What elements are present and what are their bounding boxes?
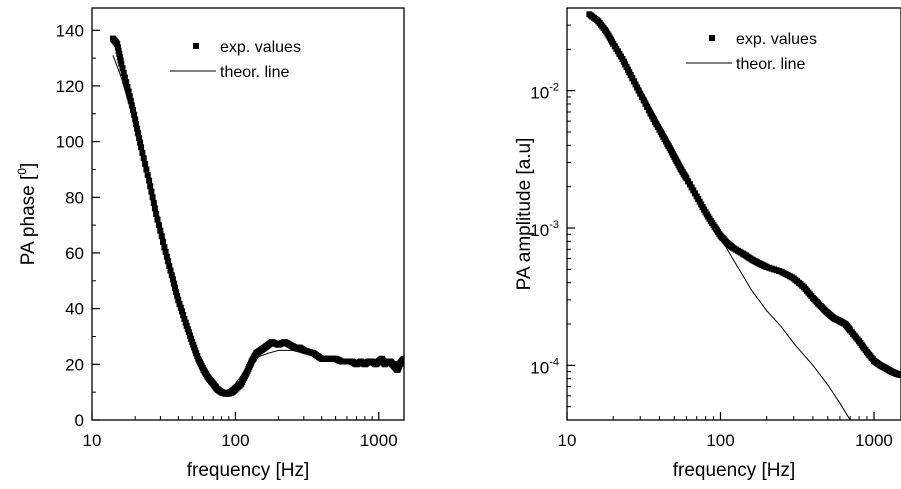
phase-y-axis-label-close: ] (18, 163, 39, 168)
phase-legend-marker-exp (193, 43, 199, 49)
phase-y-tick-label: 140 (56, 21, 84, 40)
amplitude-tick-marks (567, 8, 874, 420)
phase-exp-points (110, 36, 407, 397)
amplitude-x-axis-label: frequency [Hz] (673, 460, 796, 481)
phase-legend-label-exp: exp. values (220, 39, 301, 56)
phase-x-tick-label: 10 (83, 431, 102, 450)
phase-y-axis-label: PA phase [0] (15, 163, 39, 265)
amplitude-legend: exp. values theor. line (686, 31, 817, 73)
phase-x-tick-label: 1000 (360, 431, 398, 450)
amplitude-x-tick-label: 10 (558, 431, 577, 450)
phase-y-tick-label: 100 (56, 133, 84, 152)
amplitude-legend-label-exp: exp. values (736, 31, 817, 48)
amplitude-x-tick-label: 100 (706, 431, 734, 450)
phase-y-tick-label: 120 (56, 77, 84, 96)
phase-legend: exp. values theor. line (170, 39, 301, 81)
amplitude-x-tick-label: 1000 (855, 431, 893, 450)
amplitude-plot-frame (567, 8, 901, 420)
phase-y-tick-label: 40 (65, 300, 84, 319)
phase-chart: 10 100 1000 0 20 40 60 80 100 120 140 frequency [H… (15, 8, 407, 481)
phase-x-tick-label: 100 (221, 431, 249, 450)
amplitude-y-tick-label: 10-2 (530, 82, 559, 103)
phase-legend-label-theor: theor. line (220, 64, 289, 81)
phase-y-tick-label: 0 (75, 411, 84, 430)
phase-y-tick-label: 80 (65, 188, 84, 207)
phase-y-axis-label-main: PA phase [ (18, 174, 39, 265)
phase-tick-labels: 10 100 1000 0 20 40 60 80 100 120 140 (56, 21, 398, 450)
phase-plot-layer (110, 36, 407, 397)
amplitude-y-tick-label: 10-4 (530, 356, 559, 377)
phase-y-tick-label: 60 (65, 244, 84, 263)
amplitude-legend-marker-exp (709, 35, 715, 41)
phase-y-tick-label: 20 (65, 355, 84, 374)
amplitude-y-axis-label: PA amplitude [a.u] (514, 138, 535, 291)
phase-x-axis-label: frequency [Hz] (187, 460, 310, 481)
amplitude-legend-label-theor: theor. line (736, 56, 805, 73)
